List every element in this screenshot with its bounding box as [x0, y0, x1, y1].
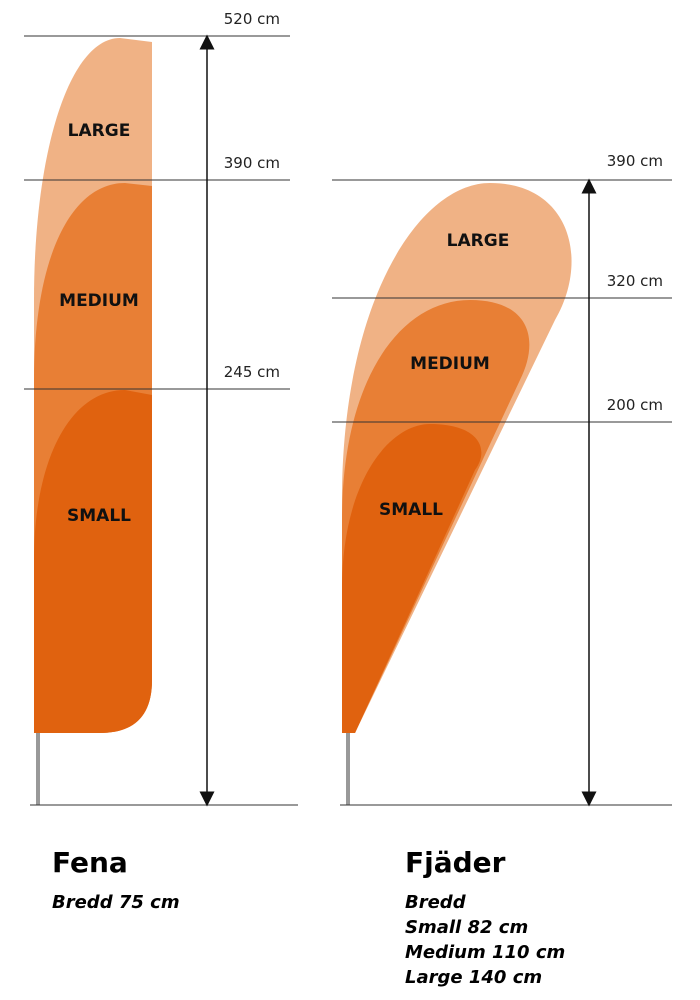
height-label: 245 cm — [224, 363, 280, 381]
description: Bredd 75 cm — [52, 892, 180, 913]
height-label: 520 cm — [224, 10, 280, 28]
size-label: MEDIUM — [410, 354, 490, 374]
height-label: 320 cm — [607, 272, 663, 290]
description: Large 140 cm — [405, 967, 542, 988]
size-label: LARGE — [68, 121, 131, 141]
description: Small 82 cm — [405, 917, 528, 938]
description: Medium 110 cm — [405, 942, 565, 963]
description: Bredd — [405, 892, 467, 913]
height-label: 390 cm — [224, 154, 280, 172]
title: Fjäder — [405, 846, 506, 879]
flag-small — [342, 424, 482, 733]
title: Fena — [52, 846, 128, 879]
size-label: MEDIUM — [59, 291, 139, 311]
size-label: SMALL — [67, 506, 131, 526]
height-label: 200 cm — [607, 396, 663, 414]
height-label: 390 cm — [607, 152, 663, 170]
size-label: SMALL — [379, 500, 443, 520]
fena-group: 520 cm 390 cm 245 cm LARGE MEDIUM SMALL … — [24, 10, 298, 913]
flag-small — [34, 390, 152, 733]
size-label: LARGE — [447, 231, 510, 251]
fjader-group: 390 cm 320 cm 200 cm LARGE MEDIUM SMALL … — [332, 152, 672, 988]
